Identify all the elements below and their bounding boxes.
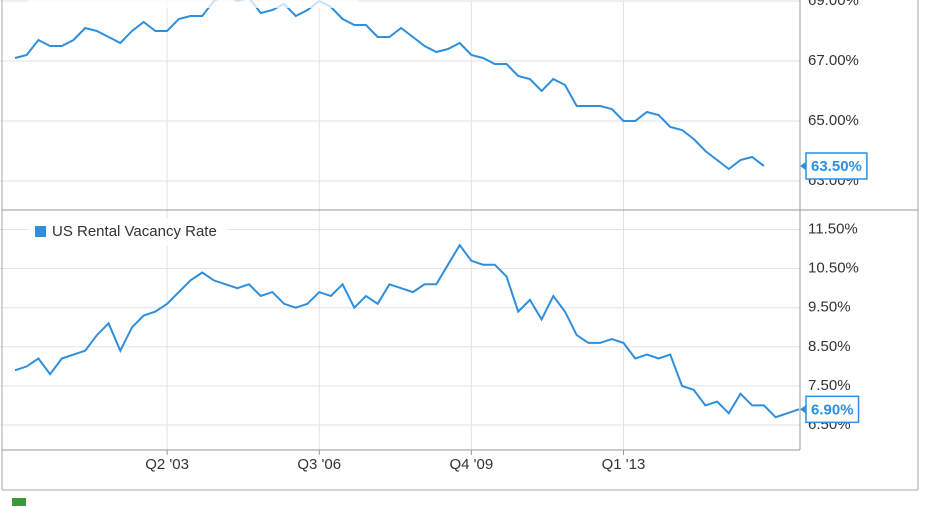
y-tick-label: 67.00% <box>808 52 859 69</box>
value-callout: 6.90% <box>800 395 860 424</box>
data-line <box>14 0 765 171</box>
y-tick-label: 69.00% <box>808 0 859 9</box>
y-tick-label: 11.50% <box>808 221 858 238</box>
callout-box <box>805 395 860 424</box>
value-label: 63.50% <box>811 158 862 175</box>
logo <box>12 498 26 506</box>
x-tick-label: Q3 '06 <box>297 456 341 473</box>
line-layer <box>14 0 800 419</box>
label-layer: 63.50% Q2 '03 Q3 '06 Q4 '09 Q1 '13 6.90% US Re… <box>28 152 868 473</box>
y-tick-label: 7.50% <box>808 377 851 394</box>
y-tick-label: 9.50% <box>808 299 851 316</box>
callout-box <box>805 152 868 180</box>
x-tick-label: Q2 '03 <box>145 456 189 473</box>
x-tick-label: Q4 '09 <box>449 456 493 473</box>
legend-swatch <box>35 226 46 237</box>
y-tick-label: 8.50% <box>808 338 851 355</box>
legend: US Rental Vacancy Rate <box>28 218 229 246</box>
legend-box <box>28 0 358 8</box>
value-callout: 63.50% <box>800 152 868 180</box>
x-tick-label: Q1 '13 <box>602 456 646 473</box>
value-label: 6.90% <box>811 401 854 418</box>
y-tick-label: 65.00% <box>808 112 859 129</box>
y-tick-label: 10.50% <box>808 260 859 277</box>
legend-label: US Rental Vacancy Rate <box>52 223 217 240</box>
legend-box <box>28 218 229 246</box>
data-line <box>14 243 800 419</box>
